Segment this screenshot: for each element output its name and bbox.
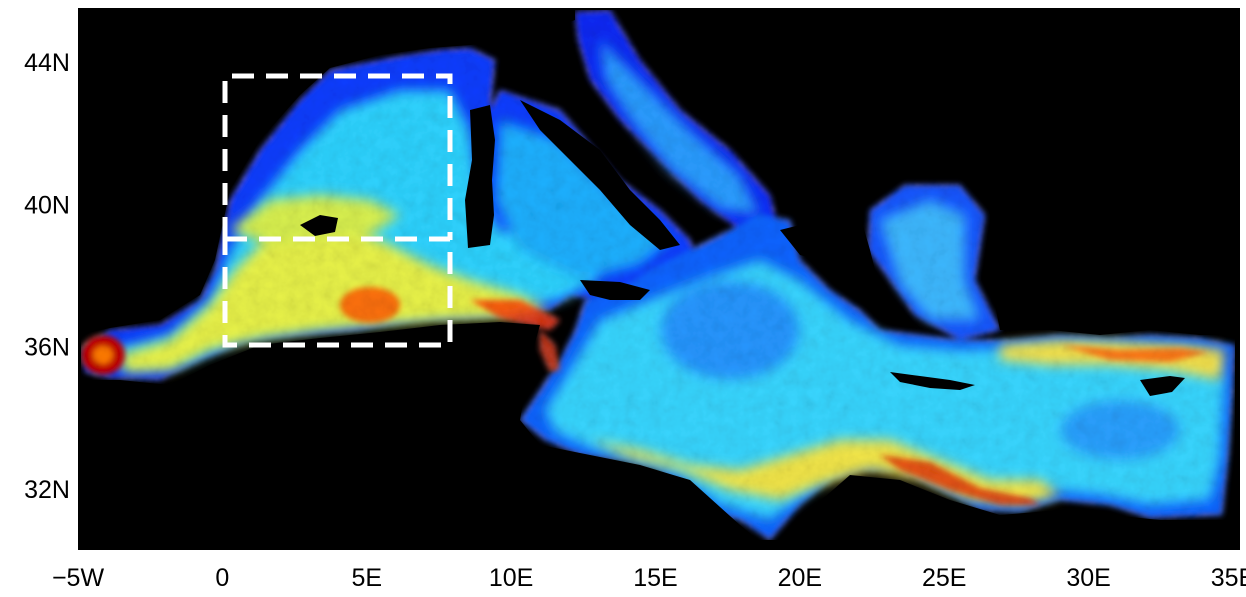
land-cyprus [1140, 376, 1185, 396]
sea-cyan-tyrrhenian [495, 120, 670, 280]
north-study-box [222, 73, 453, 239]
x-tick-label: 10E [489, 564, 533, 592]
land-turkey [990, 190, 1240, 335]
sea-cyan-adriatic [600, 40, 760, 215]
land-north-africa [78, 322, 770, 550]
south-study-box [222, 236, 453, 348]
x-tick-label: 35E [1211, 564, 1246, 592]
land-libya-egypt [770, 475, 1240, 550]
hotspot-levant [1060, 345, 1210, 362]
x-axis: −5W 0 5E 10E 15E 20E 25E 30E 35E [52, 564, 1246, 592]
y-tick-label: 36N [24, 334, 70, 362]
hotspot-algeria [340, 287, 400, 323]
x-tick-label: 25E [922, 564, 966, 592]
y-axis: 32N 36N 40N 44N [24, 49, 70, 504]
land-italy [520, 100, 680, 250]
sea-cyan-aegean [880, 200, 980, 320]
x-tick-label: −5W [52, 564, 105, 592]
land-masks [78, 8, 1240, 550]
x-tick-label: 15E [633, 564, 677, 592]
land-greece [780, 215, 880, 300]
land-france-spain [78, 8, 575, 335]
x-tick-label: 30E [1066, 564, 1110, 592]
y-tick-label: 44N [24, 49, 70, 77]
x-tick-label: 20E [778, 564, 822, 592]
y-tick-label: 40N [24, 191, 70, 219]
study-boxes [222, 73, 453, 348]
sea-deep-levantine [1060, 400, 1180, 460]
land-crete [890, 372, 975, 390]
x-tick-label: 5E [351, 564, 382, 592]
x-tick-label: 0 [215, 564, 229, 592]
sea-warm-south-levantine [590, 440, 1060, 505]
hotspot-sicily-channel [470, 300, 560, 330]
sea-deep-ionian [660, 280, 800, 380]
land-mallorca [300, 215, 338, 236]
y-tick-label: 32N [24, 476, 70, 504]
land-balkans [660, 10, 880, 210]
hotspot-libya-coast [880, 455, 1040, 505]
land-corsica-sardinia [465, 105, 495, 248]
hotspot-gibraltar-core [93, 346, 113, 364]
sea-field [81, 10, 1235, 540]
land-sicily [580, 280, 650, 300]
hotspot-ionian-front [540, 330, 560, 372]
